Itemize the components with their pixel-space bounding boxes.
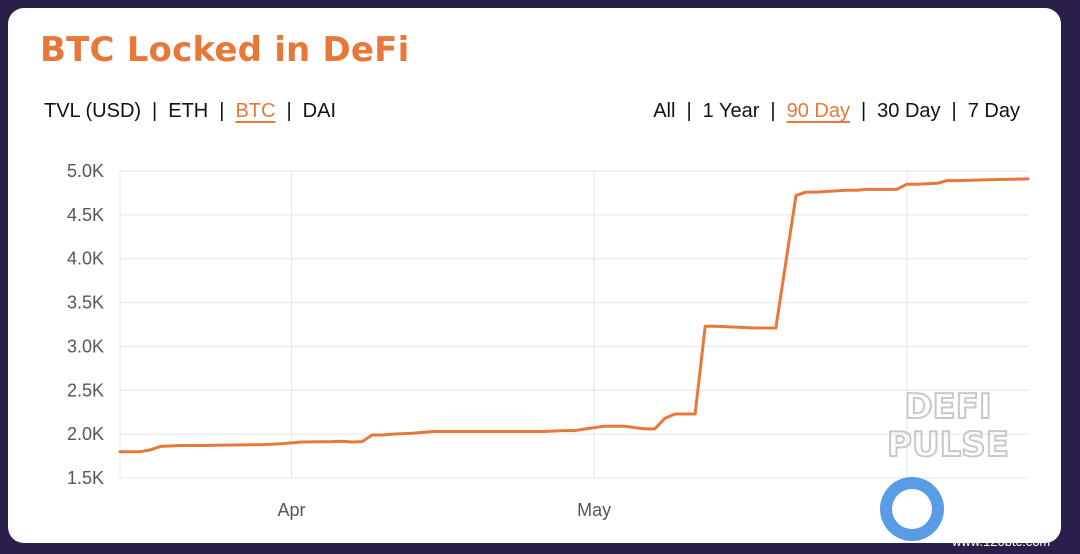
y-tick-label: 5.0K [67,161,104,181]
chart-title: BTC Locked in DeFi [40,30,410,70]
chart-card [8,8,1061,543]
site-logo-text: 币圈子 [952,491,1054,531]
metric-dai[interactable]: DAI [302,100,336,122]
axes: 1.5K2.0K2.5K3.0K3.5K4.0K4.5K5.0KAprMayJu… [67,161,921,520]
watermark-line-2: PULSE [887,425,1009,465]
site-logo: 币圈子 www.120btc.com [880,477,1054,549]
y-tick-label: 2.5K [67,380,104,400]
y-tick-label: 1.5K [67,468,104,488]
metric-selector: TVL (USD) | ETH | BTC | DAI [44,100,336,123]
range-selector: All | 1 Year | 90 Day | 30 Day | 7 Day [653,100,1020,123]
separator: | [860,100,867,122]
separator: | [152,100,158,122]
y-tick-label: 3.0K [67,336,104,356]
x-tick-label: Apr [278,500,306,520]
separator: | [686,100,692,122]
watermark-line-1: DEFI [904,387,991,427]
range-1-year[interactable]: 1 Year [702,100,760,122]
separator: | [286,100,292,122]
separator: | [219,100,225,122]
y-tick-label: 2.0K [67,424,104,444]
y-tick-label: 3.5K [67,293,104,313]
site-logo-url: www.120btc.com [951,534,1050,549]
series-line-btc [118,177,1030,454]
range-90-day[interactable]: 90 Day [786,100,850,122]
metric-eth[interactable]: ETH [168,100,209,122]
range-7-day[interactable]: 7 Day [967,100,1020,122]
range-all[interactable]: All [653,100,676,122]
separator: | [770,100,776,122]
metric-tvl-usd[interactable]: TVL (USD) [44,100,142,122]
defi-pulse-watermark: DEFI PULSE [886,386,1010,466]
series [118,177,1030,454]
y-tick-label: 4.5K [67,205,104,225]
x-tick-label: May [577,500,611,520]
site-logo-icon-inner [892,489,932,529]
metric-btc[interactable]: BTC [235,100,276,122]
range-30-day[interactable]: 30 Day [877,100,941,122]
y-tick-label: 4.0K [67,249,104,269]
grid [119,170,1028,479]
separator: | [951,100,957,122]
